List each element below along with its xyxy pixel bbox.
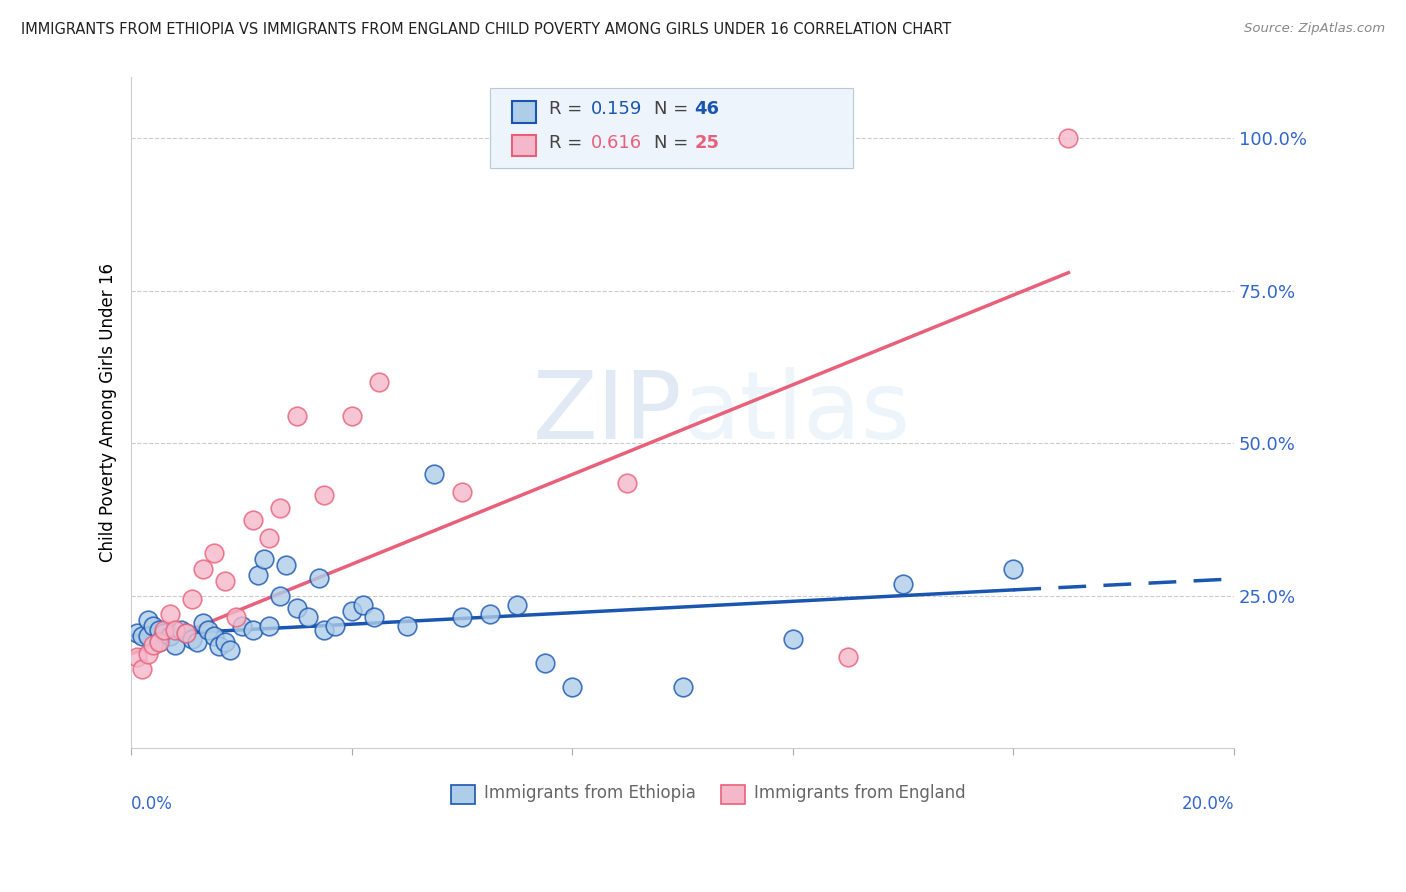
Point	[225, 610, 247, 624]
Point	[148, 634, 170, 648]
Y-axis label: Child Poverty Among Girls Under 16: Child Poverty Among Girls Under 16	[100, 263, 117, 563]
Point	[142, 619, 165, 633]
Point	[136, 613, 159, 627]
FancyBboxPatch shape	[512, 101, 536, 122]
Point	[323, 619, 346, 633]
Point	[165, 623, 187, 637]
Point	[363, 610, 385, 624]
Point	[561, 681, 583, 695]
Point	[616, 476, 638, 491]
Point	[153, 623, 176, 637]
Point	[136, 647, 159, 661]
FancyBboxPatch shape	[489, 87, 853, 168]
Point	[352, 598, 374, 612]
Point	[202, 629, 225, 643]
Text: IMMIGRANTS FROM ETHIOPIA VS IMMIGRANTS FROM ENGLAND CHILD POVERTY AMONG GIRLS UN: IMMIGRANTS FROM ETHIOPIA VS IMMIGRANTS F…	[21, 22, 952, 37]
Text: 46: 46	[695, 100, 720, 118]
Point	[423, 467, 446, 481]
Point	[257, 619, 280, 633]
Text: 0.616: 0.616	[591, 134, 643, 152]
Point	[176, 625, 198, 640]
FancyBboxPatch shape	[512, 135, 536, 156]
Text: N =: N =	[654, 134, 693, 152]
Point	[478, 607, 501, 622]
Text: Source: ZipAtlas.com: Source: ZipAtlas.com	[1244, 22, 1385, 36]
Point	[197, 623, 219, 637]
Point	[219, 642, 242, 657]
Point	[837, 650, 859, 665]
Text: Immigrants from England: Immigrants from England	[754, 784, 966, 803]
Point	[142, 638, 165, 652]
FancyBboxPatch shape	[721, 785, 745, 804]
Point	[506, 598, 529, 612]
Point	[368, 376, 391, 390]
Point	[159, 629, 181, 643]
Point	[159, 607, 181, 622]
Point	[285, 409, 308, 423]
Point	[191, 616, 214, 631]
Point	[314, 623, 336, 637]
Point	[252, 552, 274, 566]
Point	[314, 488, 336, 502]
Point	[136, 629, 159, 643]
Point	[269, 500, 291, 515]
Point	[214, 574, 236, 588]
Point	[671, 681, 693, 695]
Text: N =: N =	[654, 100, 693, 118]
FancyBboxPatch shape	[451, 785, 475, 804]
Point	[148, 623, 170, 637]
Point	[242, 623, 264, 637]
Point	[285, 601, 308, 615]
Point	[125, 625, 148, 640]
Point	[180, 592, 202, 607]
Point	[257, 531, 280, 545]
Point	[451, 485, 474, 500]
Point	[242, 513, 264, 527]
Point	[340, 604, 363, 618]
Point	[202, 546, 225, 560]
Point	[214, 634, 236, 648]
Point	[186, 634, 208, 648]
Point	[340, 409, 363, 423]
Point	[131, 629, 153, 643]
Point	[274, 558, 297, 573]
Point	[308, 571, 330, 585]
Point	[231, 619, 253, 633]
Point	[533, 656, 555, 670]
Point	[153, 625, 176, 640]
Text: R =: R =	[550, 100, 588, 118]
Text: atlas: atlas	[682, 367, 911, 459]
Point	[180, 632, 202, 646]
Point	[247, 567, 270, 582]
Text: 0.0%: 0.0%	[131, 796, 173, 814]
Point	[269, 589, 291, 603]
Text: 0.159: 0.159	[591, 100, 643, 118]
Point	[165, 638, 187, 652]
Text: R =: R =	[550, 134, 588, 152]
Point	[191, 561, 214, 575]
Text: ZIP: ZIP	[533, 367, 682, 459]
Point	[208, 639, 231, 653]
Point	[131, 662, 153, 676]
Text: 20.0%: 20.0%	[1181, 796, 1234, 814]
Point	[148, 634, 170, 648]
Point	[297, 610, 319, 624]
Text: Immigrants from Ethiopia: Immigrants from Ethiopia	[484, 784, 696, 803]
Point	[125, 650, 148, 665]
Point	[891, 576, 914, 591]
Text: 25: 25	[695, 134, 720, 152]
Point	[395, 619, 418, 633]
Point	[170, 623, 193, 637]
Point	[451, 610, 474, 624]
Point	[1002, 561, 1025, 575]
Point	[1057, 131, 1080, 145]
Point	[176, 625, 198, 640]
Point	[782, 632, 804, 646]
